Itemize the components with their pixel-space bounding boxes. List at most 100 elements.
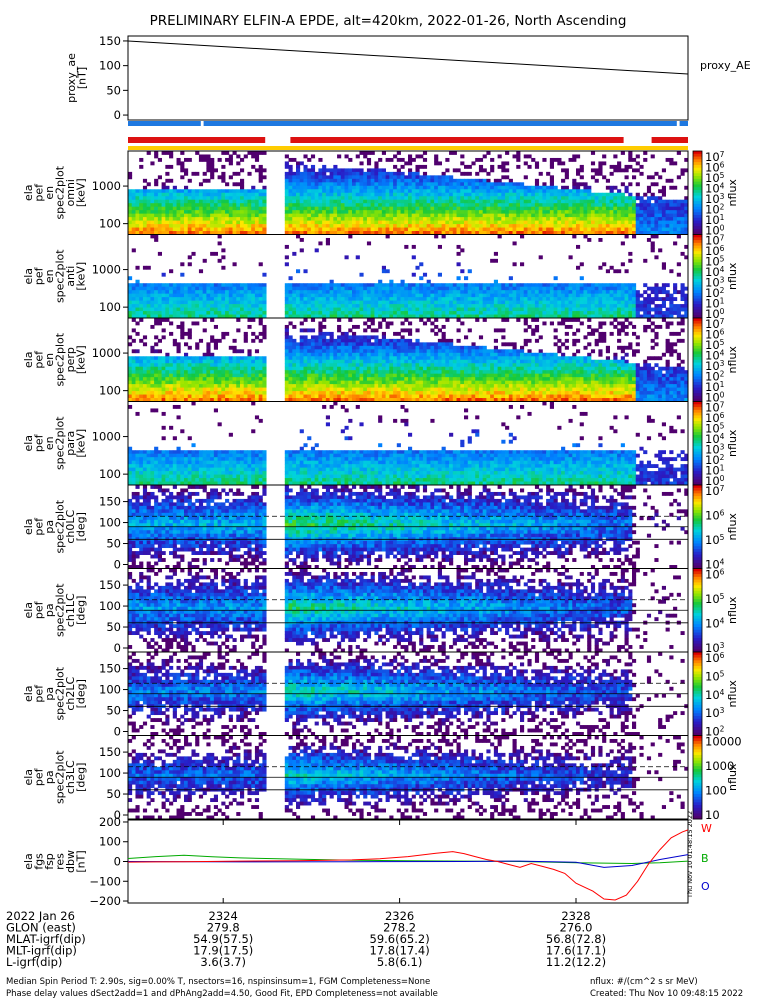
spectrogram-cell xyxy=(333,213,338,218)
spectrogram-cell xyxy=(676,220,681,225)
spectrogram-cell xyxy=(191,251,196,256)
spectrogram-cell xyxy=(546,206,551,211)
colorbar-segment xyxy=(693,184,702,188)
spectrogram-cell xyxy=(217,213,222,218)
spectrogram-cell xyxy=(661,168,666,173)
spectrogram-cell xyxy=(225,307,230,312)
spectrogram-cell xyxy=(557,199,562,204)
spectrogram-cell xyxy=(210,196,215,201)
spectrogram-cell xyxy=(617,217,622,221)
spectrogram-cell xyxy=(131,248,136,253)
spectrogram-cell xyxy=(460,227,465,232)
spectrogram-cell xyxy=(370,210,375,215)
spectrogram-cell xyxy=(221,206,226,211)
spectrogram-cell xyxy=(452,182,457,187)
spectrogram-cell xyxy=(632,307,637,312)
spectrogram-cell xyxy=(318,224,323,228)
spectrogram-cell xyxy=(310,210,316,215)
spectrogram-cell xyxy=(325,331,330,336)
spectrogram-cell xyxy=(366,189,372,194)
spectrogram-cell xyxy=(165,377,170,382)
spectrogram-cell xyxy=(310,206,316,211)
spectrogram-cell xyxy=(370,171,375,176)
spectrogram-cell xyxy=(232,311,237,315)
spectrogram-cell xyxy=(135,279,140,284)
spectrogram-cell xyxy=(236,300,241,305)
spectrogram-cell xyxy=(329,199,334,204)
spectrogram-cell xyxy=(210,297,215,302)
spectrogram-cell xyxy=(531,213,536,218)
spectrogram-cell xyxy=(613,164,618,169)
spectrogram-cell xyxy=(247,314,252,319)
spectrogram-cell xyxy=(150,356,155,361)
spectrogram-cell xyxy=(490,157,495,162)
spectrogram-cell xyxy=(408,203,413,208)
spectrogram-cell xyxy=(598,297,603,302)
spectrogram-cell xyxy=(206,387,211,392)
spectrogram-cell xyxy=(329,314,334,319)
spectrogram-cell xyxy=(340,224,345,228)
spectrogram-cell xyxy=(538,290,543,295)
spectrogram-cell xyxy=(206,178,211,183)
spectrogram-cell xyxy=(348,171,353,176)
spectrogram-cell xyxy=(288,377,293,382)
spectrogram-cell xyxy=(665,297,670,302)
spectrogram-cell xyxy=(553,213,558,218)
spectrogram-cell xyxy=(202,370,207,375)
spectrogram-cell xyxy=(131,398,136,402)
spectrogram-cell xyxy=(146,398,151,402)
spectrogram-cell xyxy=(318,231,323,235)
spectrogram-cell xyxy=(441,203,446,208)
spectrogram-cell xyxy=(609,290,614,295)
spectrogram-cell xyxy=(310,304,316,308)
spectrogram-cell xyxy=(210,373,215,378)
spectrogram-cell xyxy=(587,311,592,315)
spectrogram-cell xyxy=(471,199,476,204)
spectrogram-cell xyxy=(191,213,196,218)
spectrogram-cell xyxy=(684,286,689,291)
spectrogram-cell xyxy=(161,384,166,388)
spectrogram-cell xyxy=(497,304,502,308)
spectrogram-cell xyxy=(404,182,409,187)
spectrogram-cell xyxy=(449,220,454,225)
spectrogram-cell xyxy=(355,192,360,197)
spectrogram-cell xyxy=(322,182,327,187)
spectrogram-cell xyxy=(508,304,513,308)
spectrogram-cell xyxy=(292,297,297,302)
spectrogram-cell xyxy=(139,203,144,208)
spectrogram-cell xyxy=(288,380,293,385)
spectrogram-cell xyxy=(445,293,450,298)
spectrogram-cell xyxy=(531,286,536,291)
spectrogram-cell xyxy=(329,168,334,173)
spectrogram-cell xyxy=(243,331,248,336)
spectrogram-cell xyxy=(594,168,599,173)
spectrogram-cell xyxy=(180,311,185,315)
spectrogram-cell xyxy=(620,192,625,197)
spectrogram-cell xyxy=(449,283,454,288)
spectrogram-cell xyxy=(456,217,461,221)
spectrogram-cell xyxy=(299,203,304,208)
spectrogram-cell xyxy=(195,227,200,232)
spectrogram-cell xyxy=(198,182,204,187)
spectrogram-cell xyxy=(359,283,364,288)
spectrogram-cell xyxy=(213,168,218,173)
spectrogram-cell xyxy=(549,196,554,201)
spectrogram-cell xyxy=(561,203,566,208)
spectrogram-cell xyxy=(307,387,312,392)
spectrogram-cell xyxy=(322,384,327,388)
spectrogram-cell xyxy=(131,307,136,312)
spectrogram-cell xyxy=(587,189,592,194)
spectrogram-cell xyxy=(288,196,293,201)
colorbar-segment xyxy=(693,304,702,308)
spectrogram-cell xyxy=(579,290,584,295)
spectrogram-cell xyxy=(359,161,364,166)
spectrogram-cell xyxy=(426,178,431,183)
spectrogram-cell xyxy=(314,210,319,215)
colorbar-segment xyxy=(693,253,702,258)
spectrogram-cell xyxy=(363,151,368,155)
spectrogram-cell xyxy=(337,283,342,288)
spectrogram-cell xyxy=(210,189,215,194)
spectrogram-cell xyxy=(262,220,267,225)
spectrogram-cell xyxy=(325,206,330,211)
spectrogram-cell xyxy=(523,283,528,288)
